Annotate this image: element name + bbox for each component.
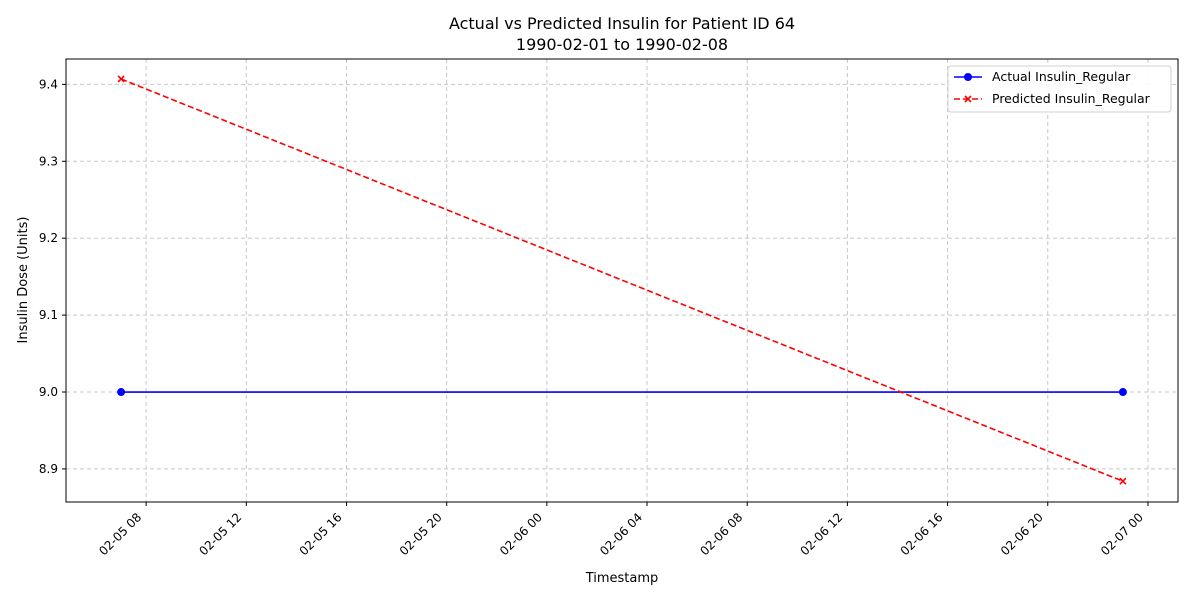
x-tick-label: 02-05 20 bbox=[397, 510, 445, 558]
legend-label-2: Predicted Insulin_Regular bbox=[992, 91, 1151, 106]
legend-marker-1 bbox=[964, 73, 972, 81]
y-axis: 8.9 9.0 9.1 9.2 9.3 9.4 bbox=[39, 77, 66, 476]
y-tick-label: 9.1 bbox=[39, 308, 58, 322]
x-axis-label: Timestamp bbox=[585, 571, 659, 586]
y-tick-label: 9.4 bbox=[39, 77, 58, 91]
y-tick-label: 8.9 bbox=[39, 462, 58, 476]
y-tick-label: 9.0 bbox=[39, 385, 58, 399]
x-axis: 02-05 08 02-05 12 02-05 16 02-05 20 02-06 00… bbox=[96, 502, 1149, 558]
series-2-point bbox=[1119, 477, 1127, 485]
series-1-point bbox=[1118, 388, 1127, 397]
y-tick-label: 9.2 bbox=[39, 231, 58, 245]
x-tick-label: 02-05 12 bbox=[196, 510, 244, 558]
x-tick-label: 02-05 16 bbox=[297, 510, 345, 558]
y-axis-label: Insulin Dose (Units) bbox=[16, 217, 31, 344]
series-2-point bbox=[117, 75, 125, 83]
series-line-2 bbox=[120, 78, 1124, 482]
chart-title-line1: Actual vs Predicted Insulin for Patient … bbox=[449, 14, 795, 33]
series-1-point bbox=[117, 388, 126, 397]
x-tick-label: 02-06 00 bbox=[497, 510, 545, 558]
x-tick-label: 02-06 20 bbox=[998, 510, 1046, 558]
x-tick-label: 02-05 08 bbox=[96, 510, 144, 558]
x-tick-label: 02-07 00 bbox=[1098, 510, 1146, 558]
chart-title-line2: 1990-02-01 to 1990-02-08 bbox=[516, 35, 728, 54]
legend-box bbox=[947, 65, 1172, 113]
x-tick-label: 02-06 16 bbox=[898, 510, 946, 558]
x-tick-label: 02-06 08 bbox=[697, 510, 745, 558]
legend-marker-2 bbox=[964, 95, 972, 103]
plot-frame bbox=[65, 58, 1179, 503]
legend-label-1: Actual Insulin_Regular bbox=[992, 69, 1131, 84]
y-tick-label: 9.3 bbox=[39, 154, 58, 168]
series-layer bbox=[117, 75, 1127, 485]
legend: Actual Insulin_Regular Predicted Insulin_… bbox=[947, 65, 1172, 113]
x-tick-label: 02-06 12 bbox=[797, 510, 845, 558]
x-tick-label: 02-06 04 bbox=[597, 510, 645, 558]
